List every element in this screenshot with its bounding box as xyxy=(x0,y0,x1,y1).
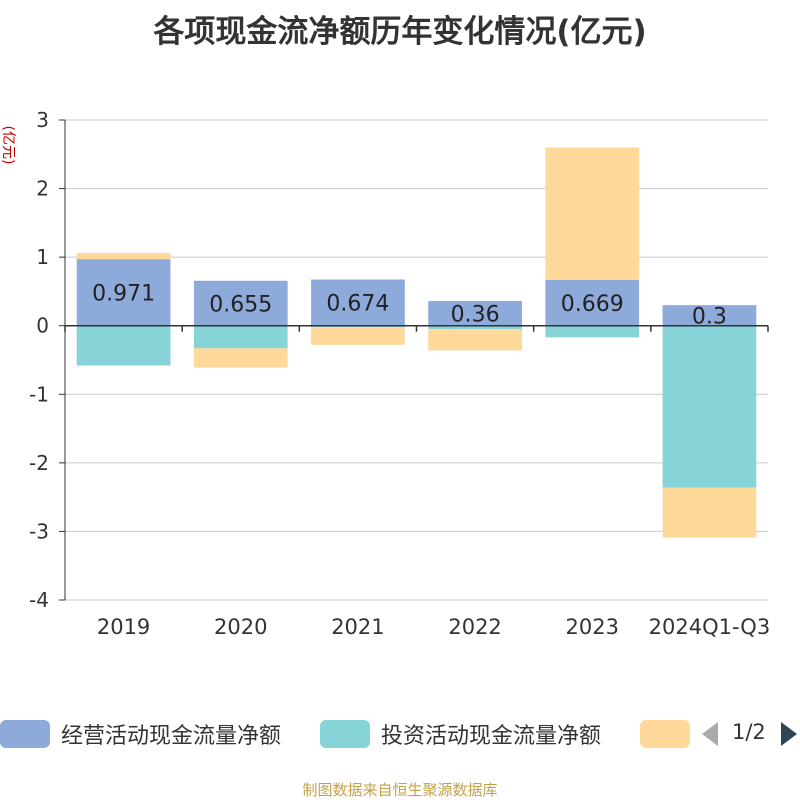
bar-operating-4 xyxy=(545,279,640,326)
x-tick-label: 2024Q1-Q3 xyxy=(649,615,771,639)
source-note: 制图数据来自恒生聚源数据库 xyxy=(302,781,498,799)
bar-investing-4 xyxy=(545,325,640,338)
y-tick-label: -4 xyxy=(29,588,49,612)
data-label: 0.655 xyxy=(209,292,272,317)
bar-financing-1 xyxy=(193,348,288,368)
pager-next-arrow-icon[interactable] xyxy=(781,722,797,746)
x-tick-label: 2023 xyxy=(566,615,619,639)
data-label: 0.36 xyxy=(451,302,500,327)
y-tick-label: -1 xyxy=(29,382,49,406)
y-tick-label: 2 xyxy=(36,177,49,201)
legend-item-operating[interactable]: 经营活动现金流量净额 xyxy=(0,716,310,752)
x-tick-label: 2022 xyxy=(448,615,501,639)
bar-investing-0 xyxy=(76,325,171,366)
bar-financing-3 xyxy=(428,329,522,351)
legend-pager: 1/2 xyxy=(700,716,800,752)
y-tick-label: 0 xyxy=(36,314,49,338)
bar-investing-5 xyxy=(662,325,757,488)
bar-operating-2 xyxy=(311,279,405,326)
data-label: 0.674 xyxy=(326,292,389,317)
legend-swatch-financing xyxy=(640,720,690,748)
y-axis-label: (亿元) xyxy=(0,126,16,165)
y-tick-label: -2 xyxy=(29,451,49,475)
data-label: 0.971 xyxy=(92,281,155,306)
legend-label-operating: 经营活动现金流量净额 xyxy=(61,724,282,749)
y-tick-label: -3 xyxy=(29,519,49,543)
legend-swatch-investing xyxy=(320,720,370,748)
bar-financing-5 xyxy=(662,487,757,538)
bar-operating-1 xyxy=(193,280,288,326)
legend: 经营活动现金流量净额 投资活动现金流量净额 1/2 xyxy=(0,716,800,752)
bar-investing-3 xyxy=(428,325,522,330)
bar-investing-1 xyxy=(193,325,288,349)
data-label: 0.669 xyxy=(561,292,624,317)
y-tick-label: 3 xyxy=(36,108,49,132)
x-tick-label: 2019 xyxy=(97,615,150,639)
bar-operating-0 xyxy=(76,259,171,326)
bar-financing-0 xyxy=(76,252,171,260)
x-tick-label: 2021 xyxy=(331,615,384,639)
pager-prev-arrow-icon[interactable] xyxy=(702,722,718,746)
legend-item-investing[interactable]: 投资活动现金流量净额 xyxy=(320,716,630,752)
legend-swatch-operating xyxy=(0,720,50,748)
bar-financing-4 xyxy=(545,147,640,280)
chart-title: 各项现金流净额历年变化情况(亿元) xyxy=(153,14,647,50)
pager-page-indicator: 1/2 xyxy=(732,720,766,744)
bar-operating-3 xyxy=(428,301,522,326)
legend-label-investing: 投资活动现金流量净额 xyxy=(381,724,602,749)
bar-financing-2 xyxy=(311,327,405,345)
x-tick-label: 2020 xyxy=(214,615,267,639)
bar-operating-5 xyxy=(662,305,757,326)
legend-item-financing[interactable] xyxy=(640,716,690,752)
y-tick-label: 1 xyxy=(36,245,49,269)
